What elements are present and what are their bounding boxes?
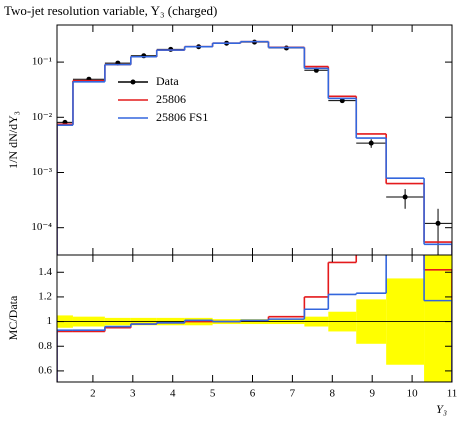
x-tick-label: 11	[447, 388, 458, 400]
x-tick-label: 4	[170, 388, 176, 400]
plot-area	[57, 39, 452, 255]
x-tick-label: 5	[210, 388, 216, 400]
y-tick-label: 1.4	[38, 266, 52, 278]
y-tick-label: 0.6	[38, 364, 52, 376]
x-tick-label: 6	[250, 388, 256, 400]
y-tick-label: 10⁻¹	[32, 56, 52, 68]
legend-label: 25806	[156, 92, 186, 106]
x-tick-label: 10	[407, 388, 419, 400]
x-tick-label: 2	[90, 388, 96, 400]
y-tick-label: 1.2	[38, 290, 52, 302]
data-point	[368, 140, 374, 146]
y-tick-label: 10⁻⁴	[31, 221, 52, 233]
plot-area	[57, 255, 452, 382]
data-point	[339, 98, 345, 104]
chart-title: Two-jet resolution variable, Y₃ (charged…	[4, 3, 217, 18]
ratio-y-axis-label: MC/Data	[6, 295, 20, 340]
y-tick-label: 1	[47, 315, 53, 327]
data-point	[435, 220, 441, 226]
x-axis-label: Y₃	[436, 402, 447, 416]
x-tick-label: 3	[130, 388, 136, 400]
frame	[56, 24, 453, 256]
data-point	[141, 53, 147, 59]
data-point	[402, 194, 408, 200]
y-tick-label: 10⁻²	[32, 111, 53, 123]
x-tick-label: 9	[369, 388, 375, 400]
frame	[56, 254, 453, 383]
y-axis-label: 1/N dN/dY₃	[6, 111, 20, 169]
legend-label: Data	[156, 74, 179, 88]
x-tick-label: 8	[330, 388, 336, 400]
x-tick-label: 7	[290, 388, 296, 400]
y-tick-label: 10⁻³	[32, 166, 53, 178]
uncertainty-band	[424, 255, 452, 382]
y-tick-label: 0.8	[38, 340, 52, 352]
legend-label: 25806 FS1	[156, 110, 208, 124]
legend-marker	[130, 79, 136, 85]
